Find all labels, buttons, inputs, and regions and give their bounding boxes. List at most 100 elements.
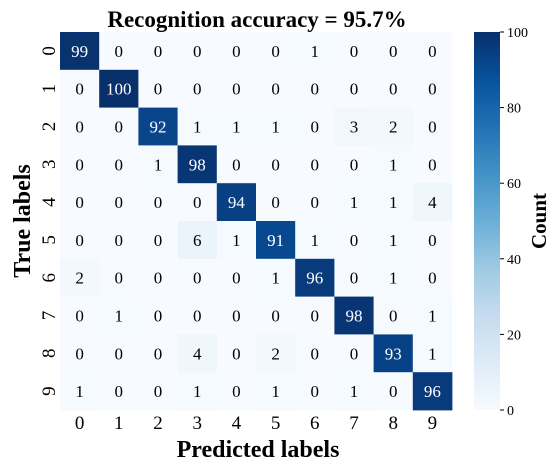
heatmap-cell: [334, 334, 374, 373]
heatmap-cell: [177, 183, 218, 222]
heatmap-cell: [334, 296, 374, 335]
heatmap-cell: [216, 334, 257, 373]
cell-value-label: 0: [232, 344, 241, 363]
cell-value-label: 2: [75, 269, 84, 288]
heatmap-cell: [256, 69, 296, 108]
cell-value-label: 0: [75, 231, 84, 250]
x-tick-label: 1: [114, 413, 124, 434]
heatmap-cell: [373, 107, 414, 146]
colorbar-tick-label: 100: [507, 26, 528, 41]
heatmap-cell: [412, 372, 453, 411]
cell-value-label: 0: [389, 382, 398, 401]
cell-value-label: 0: [232, 382, 241, 401]
heatmap-cell: [99, 107, 139, 146]
cell-value-label: 0: [350, 269, 359, 288]
cell-value-label: 0: [311, 80, 320, 99]
x-tick-label: 0: [75, 413, 85, 434]
cell-value-label: 98: [189, 155, 206, 174]
heatmap-cell: [60, 296, 100, 335]
heatmap-cell: [177, 145, 218, 184]
cell-value-label: 0: [75, 193, 84, 212]
heatmap-cell: [373, 145, 414, 184]
heatmap-cell: [138, 69, 178, 108]
heatmap-cell: [177, 32, 218, 71]
y-tick-label: 7: [39, 311, 60, 321]
cell-value-label: 0: [115, 118, 124, 137]
cell-value-label: 0: [232, 42, 241, 61]
cell-value-label: 0: [154, 80, 163, 99]
x-tick-label: 9: [428, 413, 438, 434]
heatmap-cell: [177, 221, 218, 260]
cell-value-label: 0: [311, 344, 320, 363]
cell-value-label: 0: [115, 42, 124, 61]
cell-value-label: 0: [232, 80, 241, 99]
cell-value-label: 2: [389, 118, 398, 137]
heatmap-cell: [334, 32, 374, 71]
cell-value-label: 0: [350, 42, 359, 61]
heatmap-cell: [138, 258, 178, 297]
heatmap-cell: [412, 258, 453, 297]
colorbar-tick-label: 0: [507, 404, 514, 419]
heatmap-cell: [138, 334, 178, 373]
heatmap-cell: [138, 107, 178, 146]
cell-value-label: 1: [350, 382, 359, 401]
heatmap-cell: [256, 145, 296, 184]
y-tick-label: 0: [39, 46, 60, 56]
cell-value-label: 0: [271, 307, 280, 326]
heatmap-cell: [99, 145, 139, 184]
cell-value-label: 0: [75, 307, 84, 326]
heatmap-cell: [295, 145, 335, 184]
cell-value-label: 0: [350, 80, 359, 99]
heatmap-cell: [256, 296, 296, 335]
heatmap-cell: [373, 258, 414, 297]
cell-value-label: 0: [154, 344, 163, 363]
cell-value-label: 1: [193, 382, 202, 401]
heatmap-cell: [256, 221, 296, 260]
cell-value-label: 0: [232, 269, 241, 288]
cell-value-label: 1: [311, 231, 320, 250]
heatmap-cell: [177, 258, 218, 297]
x-tick-label: 7: [349, 413, 359, 434]
cell-value-label: 1: [428, 344, 437, 363]
cell-value-label: 0: [232, 155, 241, 174]
cell-value-label: 0: [428, 42, 437, 61]
heatmap-cell: [177, 107, 218, 146]
heatmap-cell: [295, 221, 335, 260]
cell-value-label: 93: [385, 344, 402, 363]
cell-value-label: 0: [115, 344, 124, 363]
heatmap-cell: [216, 296, 257, 335]
cell-value-label: 0: [75, 155, 84, 174]
heatmap-cell: [373, 334, 414, 373]
colorbar-tick-label: 40: [507, 253, 521, 268]
cell-value-label: 99: [71, 42, 88, 61]
cell-value-label: 0: [193, 269, 202, 288]
cell-value-label: 0: [271, 155, 280, 174]
heatmap-cell: [138, 221, 178, 260]
cell-value-label: 0: [311, 155, 320, 174]
cell-value-label: 0: [428, 118, 437, 137]
cell-value-label: 98: [346, 307, 363, 326]
heatmap-cell: [373, 221, 414, 260]
y-tick-label: 1: [39, 84, 60, 94]
heatmap-cell: [216, 258, 257, 297]
cell-value-label: 0: [389, 42, 398, 61]
colorbar-tick-label: 60: [507, 177, 521, 192]
cell-value-label: 4: [193, 344, 202, 363]
heatmap-cell: [216, 183, 257, 222]
heatmap-cell: [177, 372, 218, 411]
heatmap-cell: [412, 32, 453, 71]
heatmap-cell: [295, 258, 335, 297]
cell-value-label: 0: [193, 193, 202, 212]
y-tick-label: 4: [39, 197, 60, 207]
heatmap-cell: [60, 69, 100, 108]
heatmap-cell: [138, 145, 178, 184]
cell-value-label: 1: [389, 269, 398, 288]
colorbar-ticks: 0 20 40 60 80 100: [500, 26, 528, 419]
cell-value-label: 0: [271, 193, 280, 212]
heatmap-cell: [138, 32, 178, 71]
heatmap-cell: [216, 32, 257, 71]
cell-value-label: 0: [311, 118, 320, 137]
heatmap-cell: [60, 32, 100, 71]
cell-value-label: 0: [350, 231, 359, 250]
cell-value-label: 1: [389, 193, 398, 212]
